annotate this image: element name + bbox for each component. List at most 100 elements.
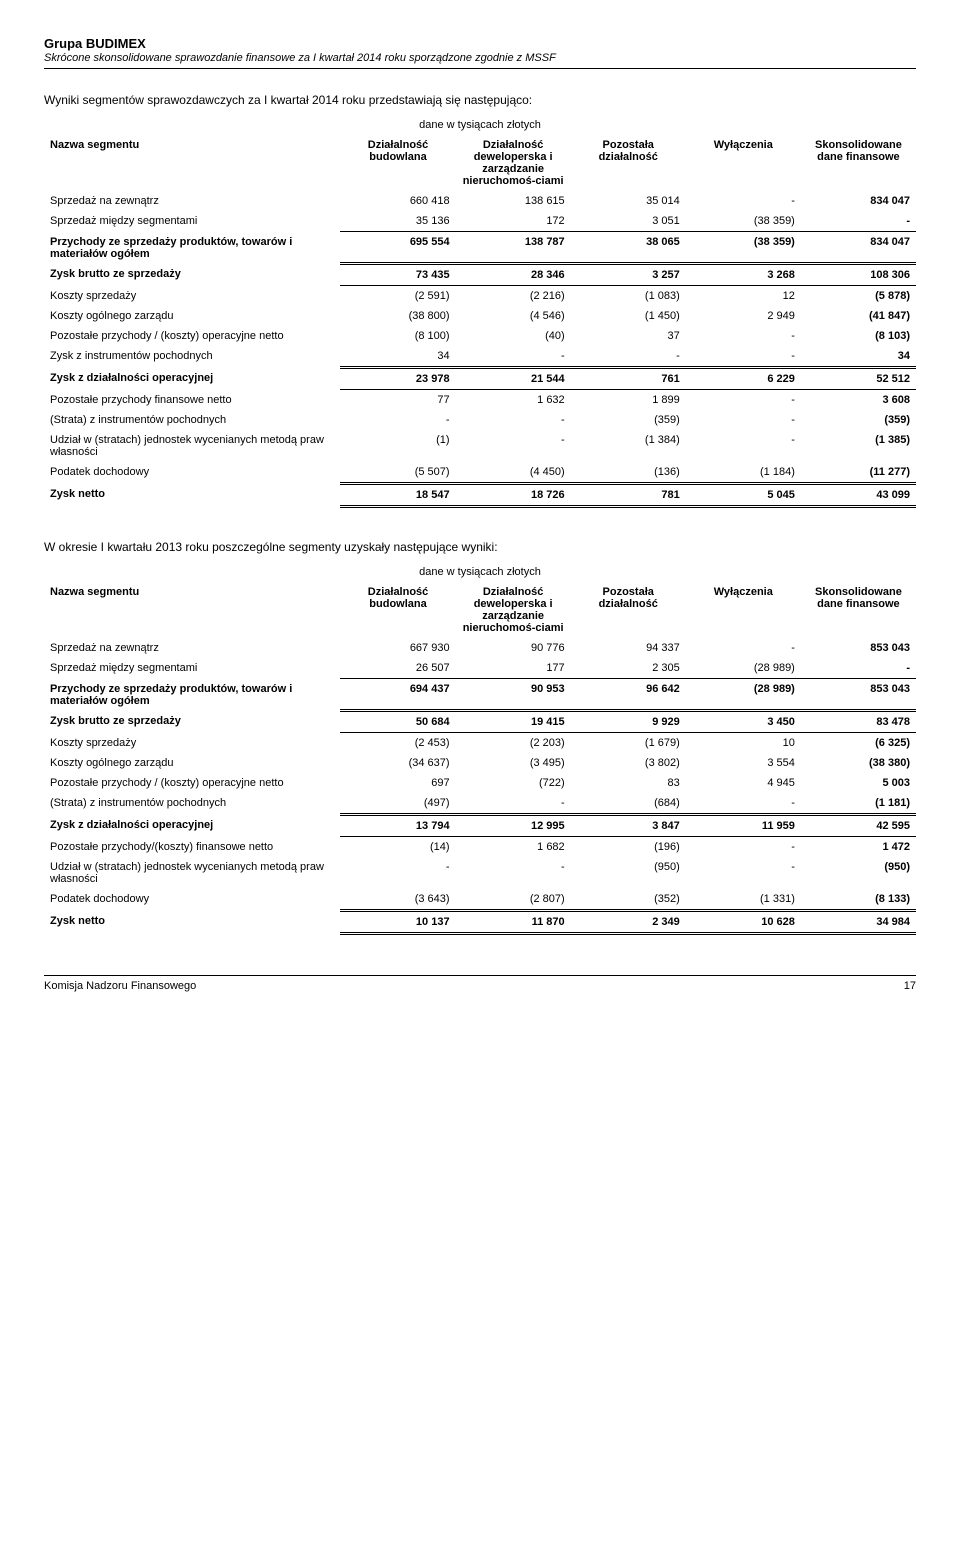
table-row: Zysk netto18 54718 7267815 04543 099 xyxy=(44,484,916,507)
cell-value: - xyxy=(456,430,571,462)
row-label: Zysk z instrumentów pochodnych xyxy=(44,346,340,368)
row-label: (Strata) z instrumentów pochodnych xyxy=(44,793,340,815)
cell-value: 37 xyxy=(571,326,686,346)
cell-value: 138 615 xyxy=(456,191,571,211)
row-label: Pozostałe przychody finansowe netto xyxy=(44,390,340,411)
table-header-row: Nazwa segmentu Działalność budowlana Dzi… xyxy=(44,135,916,191)
cell-value: 10 137 xyxy=(340,911,455,934)
cell-value: 834 047 xyxy=(801,232,916,264)
cell-value: 34 984 xyxy=(801,911,916,934)
col-skonsolidowane: Skonsolidowane dane finansowe xyxy=(801,582,916,638)
cell-value: 35 014 xyxy=(571,191,686,211)
table-row: Zysk z działalności operacyjnej13 79412 … xyxy=(44,815,916,837)
header-rule xyxy=(44,68,916,69)
cell-value: 18 547 xyxy=(340,484,455,507)
cell-value: (722) xyxy=(456,773,571,793)
footer-left: Komisja Nadzoru Finansowego xyxy=(44,980,196,992)
page-footer: Komisja Nadzoru Finansowego 17 xyxy=(44,975,916,992)
cell-value: 694 437 xyxy=(340,679,455,711)
table-row: Udział w (stratach) jednostek wycenianyc… xyxy=(44,430,916,462)
table-row: Pozostałe przychody finansowe netto771 6… xyxy=(44,390,916,411)
cell-value: 1 472 xyxy=(801,837,916,858)
table-row: Zysk z instrumentów pochodnych34---34 xyxy=(44,346,916,368)
cell-value: (41 847) xyxy=(801,306,916,326)
col-budowlana: Działalność budowlana xyxy=(340,135,455,191)
cell-value: (5 507) xyxy=(340,462,455,484)
cell-value: 108 306 xyxy=(801,264,916,286)
cell-value: 73 435 xyxy=(340,264,455,286)
cell-value: 90 776 xyxy=(456,638,571,658)
cell-value: (196) xyxy=(571,837,686,858)
cell-value: 18 726 xyxy=(456,484,571,507)
cell-value: (8 100) xyxy=(340,326,455,346)
table-row: (Strata) z instrumentów pochodnych--(359… xyxy=(44,410,916,430)
row-label: Koszty sprzedaży xyxy=(44,286,340,307)
row-label: Sprzedaż między segmentami xyxy=(44,211,340,232)
cell-value: 12 995 xyxy=(456,815,571,837)
cell-value: 23 978 xyxy=(340,368,455,390)
cell-value: - xyxy=(456,346,571,368)
cell-value: (359) xyxy=(801,410,916,430)
cell-value: (4 450) xyxy=(456,462,571,484)
cell-value: 853 043 xyxy=(801,638,916,658)
table-row: Sprzedaż między segmentami35 1361723 051… xyxy=(44,211,916,232)
cell-value: 1 899 xyxy=(571,390,686,411)
page-header: Grupa BUDIMEX Skrócone skonsolidowane sp… xyxy=(44,36,916,69)
table-row: Sprzedaż między segmentami26 5071772 305… xyxy=(44,658,916,679)
col-deweloperska: Działalność deweloperska i zarządzanie n… xyxy=(456,135,571,191)
table-row: Pozostałe przychody/(koszty) finansowe n… xyxy=(44,837,916,858)
table-row: Udział w (stratach) jednostek wycenianyc… xyxy=(44,857,916,889)
cell-value: 2 349 xyxy=(571,911,686,934)
row-label: Zysk z działalności operacyjnej xyxy=(44,368,340,390)
cell-value: (3 643) xyxy=(340,889,455,911)
table-row: Zysk brutto ze sprzedaży73 43528 3463 25… xyxy=(44,264,916,286)
cell-value: - xyxy=(686,346,801,368)
cell-value: (136) xyxy=(571,462,686,484)
cell-value: (3 495) xyxy=(456,753,571,773)
cell-value: (1) xyxy=(340,430,455,462)
col-pozostala: Pozostała działalność xyxy=(571,135,686,191)
cell-value: - xyxy=(686,390,801,411)
cell-value: (1 450) xyxy=(571,306,686,326)
cell-value: - xyxy=(801,658,916,679)
table-header-row: Nazwa segmentu Działalność budowlana Dzi… xyxy=(44,582,916,638)
cell-value: (28 989) xyxy=(686,658,801,679)
col-budowlana: Działalność budowlana xyxy=(340,582,455,638)
cell-value: 94 337 xyxy=(571,638,686,658)
cell-value: (2 203) xyxy=(456,733,571,754)
cell-value: 2 949 xyxy=(686,306,801,326)
cell-value: - xyxy=(456,410,571,430)
cell-value: 3 608 xyxy=(801,390,916,411)
table-row: Pozostałe przychody / (koszty) operacyjn… xyxy=(44,326,916,346)
cell-value: 12 xyxy=(686,286,801,307)
cell-value: (950) xyxy=(571,857,686,889)
row-label: Pozostałe przychody / (koszty) operacyjn… xyxy=(44,773,340,793)
cell-value: 3 554 xyxy=(686,753,801,773)
cell-value: 667 930 xyxy=(340,638,455,658)
cell-value: (1 331) xyxy=(686,889,801,911)
row-label: Sprzedaż między segmentami xyxy=(44,658,340,679)
cell-value: (1 385) xyxy=(801,430,916,462)
cell-value: 11 959 xyxy=(686,815,801,837)
col-skonsolidowane: Skonsolidowane dane finansowe xyxy=(801,135,916,191)
cell-value: 11 870 xyxy=(456,911,571,934)
table-q1-2014: Nazwa segmentu Działalność budowlana Dzi… xyxy=(44,135,916,508)
col-segment: Nazwa segmentu xyxy=(44,582,340,638)
cell-value: (3 802) xyxy=(571,753,686,773)
row-label: Zysk netto xyxy=(44,911,340,934)
row-label: Koszty sprzedaży xyxy=(44,733,340,754)
cell-value: 6 229 xyxy=(686,368,801,390)
cell-value: (5 878) xyxy=(801,286,916,307)
cell-value: 52 512 xyxy=(801,368,916,390)
row-label: Pozostałe przychody/(koszty) finansowe n… xyxy=(44,837,340,858)
cell-value: 26 507 xyxy=(340,658,455,679)
cell-value: (1 083) xyxy=(571,286,686,307)
cell-value: 38 065 xyxy=(571,232,686,264)
row-label: Podatek dochodowy xyxy=(44,889,340,911)
section2-units: dane w tysiącach złotych xyxy=(44,566,916,578)
table-row: Koszty ogólnego zarządu(38 800)(4 546)(1… xyxy=(44,306,916,326)
cell-value: 9 929 xyxy=(571,711,686,733)
cell-value: 34 xyxy=(340,346,455,368)
cell-value: 834 047 xyxy=(801,191,916,211)
cell-value: 35 136 xyxy=(340,211,455,232)
